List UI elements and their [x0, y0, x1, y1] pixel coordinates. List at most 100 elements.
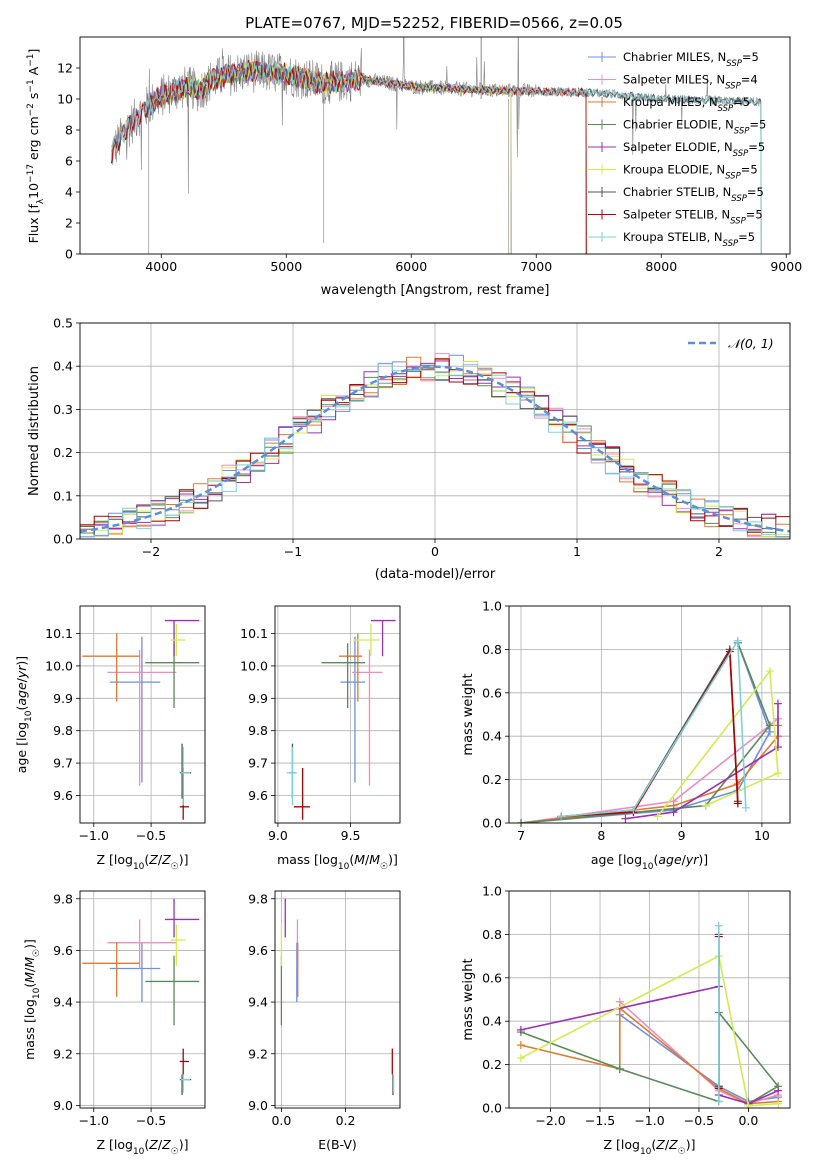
y-tick-label: 0.2: [53, 445, 73, 460]
plot-area: [82, 619, 200, 820]
label-part: 10: [642, 862, 654, 872]
series-line: [561, 638, 747, 818]
normal-distribution-curve: [80, 365, 790, 533]
y-tick-label: 0.0: [482, 816, 502, 831]
label-part: 10: [640, 1147, 652, 1157]
y-tick-label: 0.0: [482, 1101, 502, 1116]
label-part: mass [log: [277, 852, 338, 867]
series-salpeter-elodie: [621, 699, 782, 823]
label-part: age [log: [14, 722, 29, 773]
label-part: mass [log: [22, 999, 37, 1060]
y-tick-label: 0.3: [53, 402, 73, 417]
y-tick-label: 9.6: [53, 943, 73, 958]
series-line: [656, 668, 779, 817]
label-part: −1: [26, 79, 36, 92]
label-part: −2: [26, 103, 36, 116]
series-line: [520, 725, 779, 823]
label-part: )]: [179, 1137, 189, 1152]
y-tick-label: 0.4: [53, 359, 73, 374]
series-line: [520, 1006, 779, 1105]
y-tick-label: 0.0: [53, 532, 73, 547]
legend-name: Chabrier ELODIE, N: [623, 118, 734, 132]
label-part: /: [158, 852, 163, 867]
legend-count: =5: [746, 208, 763, 222]
errorbar-kroupa-stelib: [286, 746, 297, 806]
legend-chabrier-elodie-label: Chabrier ELODIE, NSSP=5: [623, 118, 766, 137]
x-axis-label: Z [log10(Z/Z☉)]: [603, 1137, 695, 1157]
errorbar-chabrier-miles: [109, 942, 161, 1003]
label-part: (: [22, 983, 37, 988]
x-tick-label: −0.5: [136, 1113, 166, 1128]
spectrum-panel: 4000 5000 6000 7000 8000 9000 0 2 4 6 8 10 12 Chabrie…: [26, 36, 802, 298]
y-tick-label: 0: [65, 247, 73, 262]
errorbar-kroupa-stelib: [180, 746, 191, 806]
plot-area: [517, 636, 782, 823]
plot-area: [280, 898, 395, 1096]
y-tick-label: 9.9: [248, 691, 268, 706]
errorbar-salpeter-miles: [107, 649, 177, 786]
x-tick-label: 6000: [395, 259, 427, 274]
y-tick-label: 12: [57, 61, 73, 76]
label-part: age [log: [591, 852, 642, 867]
legend-count: =5: [742, 50, 759, 64]
label-part: 10: [32, 987, 42, 999]
label-part: /: [14, 677, 29, 682]
label-part: Z: [148, 1137, 158, 1152]
label-part: )]: [14, 656, 29, 666]
legend-subscript: SSP: [731, 194, 747, 204]
y-tick-label: 0.4: [482, 1014, 502, 1029]
label-part: (: [144, 1137, 149, 1152]
errorbar-salpeter-stelib: [293, 767, 310, 820]
x-tick-label: 1: [573, 544, 581, 559]
mass-vs-metallicity-panel: −1.0 −0.59.09.29.49.69.8Z [log10(Z/Z☉)]ma…: [22, 890, 206, 1157]
label-part: Flux [f: [26, 204, 41, 244]
x-tick-label: −1.0: [634, 1113, 664, 1128]
x-axis-label: (data-model)/error: [375, 567, 496, 582]
errorbar-salpeter-stelib: [179, 767, 189, 820]
label-part: Z [log: [96, 1137, 132, 1152]
legend-subscript: SSP: [730, 217, 746, 227]
y-tick-label: 9.8: [248, 891, 268, 906]
y-tick-label: 0.6: [482, 685, 502, 700]
errorbar-chabrier-stelib: [179, 1074, 192, 1096]
series-line: [619, 1001, 779, 1105]
x-tick-label: 2: [715, 544, 723, 559]
series-line: [520, 642, 771, 823]
label-part: ]: [26, 49, 41, 54]
y-axis-label: mass [log10(M/M☉)]: [22, 939, 42, 1060]
label-part: 10: [338, 862, 350, 872]
label-part: −1: [26, 54, 36, 67]
x-tick-label: 7: [517, 828, 525, 843]
label-part: (: [14, 706, 29, 711]
series-line: [520, 642, 771, 823]
label-part: M: [22, 957, 37, 968]
x-tick-label: 10: [754, 828, 770, 843]
x-tick-label: 4000: [145, 259, 177, 274]
label-part: Z: [668, 1137, 678, 1152]
label-part: yr: [685, 852, 699, 867]
legend-kroupa-miles-label: Kroupa MILES, NSSP=5: [623, 95, 750, 114]
label-part: /: [158, 1137, 163, 1152]
errorbar-salpeter-elodie: [164, 898, 200, 938]
y-tick-label: 9.6: [248, 788, 268, 803]
legend-name: Kroupa MILES, N: [623, 95, 718, 109]
errorbar-chabrier-stelib: [179, 743, 192, 799]
y-tick-label: 4: [65, 185, 73, 200]
x-tick-label: −1.0: [79, 1113, 109, 1128]
y-tick-label: 9.0: [248, 1098, 268, 1113]
legend-normal-label: 𝒩(0, 1): [728, 336, 774, 351]
label-part: )]: [388, 852, 398, 867]
plot-area: [80, 353, 790, 538]
age-vs-metallicity-panel: −1.0 −0.59.69.79.89.910.010.1Z [log10(Z/Z…: [14, 605, 206, 872]
x-tick-label: −2.0: [535, 1113, 565, 1128]
grid-lines: [509, 605, 790, 824]
y-tick-label: 0.5: [53, 316, 73, 331]
label-part: Z: [161, 1137, 171, 1152]
x-tick-label: 5000: [270, 259, 302, 274]
y-axis-label: mass weight: [461, 673, 476, 755]
errorbar-salpeter-miles: [352, 649, 383, 786]
axes-frame: [274, 605, 401, 824]
legend-subscript: SSP: [725, 82, 741, 92]
residual-histogram-panel: −2 −1 0 1 2 0.0 0.1 0.2 0.3 0.4 0.5 𝒩(0, 1) (data-mo…: [27, 316, 791, 582]
